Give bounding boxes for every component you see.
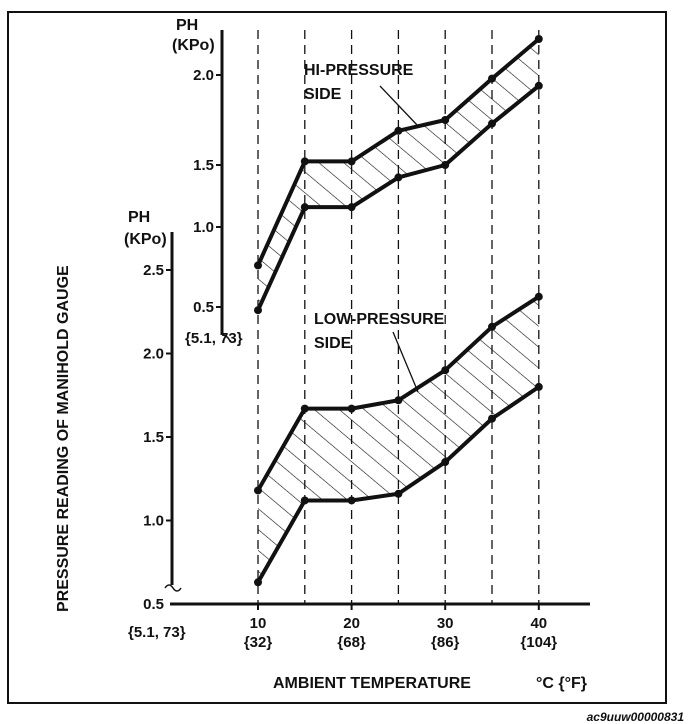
hi-data-point (254, 306, 262, 315)
figure-id: ac9uuw00000831 (587, 710, 685, 724)
low-data-point (394, 489, 403, 498)
low-y-tick-label: 0.5 (143, 596, 164, 613)
x-tick-label-fahrenheit: {104} (520, 634, 557, 651)
hi-pressure-label-2: SIDE (304, 86, 342, 103)
hi-pressure-label-1: HI-PRESSURE (304, 62, 414, 79)
hi-data-point (347, 157, 356, 166)
hi-data-point (300, 157, 309, 166)
low-data-point (488, 322, 496, 331)
low-axis-break (164, 584, 182, 592)
low-y-tick-label: 2.5 (143, 262, 164, 279)
low-pressure-band (258, 296, 539, 583)
low-y-origin-label: {5.1, 73} (128, 624, 186, 641)
low-data-point (254, 486, 262, 495)
hi-data-point (534, 35, 543, 43)
low-pressure-label-2: SIDE (314, 335, 352, 352)
low-y-tick-label: 1.0 (143, 513, 164, 530)
hi-data-point (534, 81, 543, 90)
hi-data-point (394, 126, 403, 135)
low-data-point (347, 404, 356, 413)
hi-ylabel-unit-1: PH (176, 17, 198, 34)
hi-data-point (254, 261, 262, 270)
hi-data-point (488, 74, 496, 83)
hi-data-point (300, 203, 309, 212)
hi-data-point (488, 119, 496, 128)
x-tick-label-celsius: 20 (343, 615, 360, 632)
hi-pressure-leader (379, 85, 419, 127)
x-tick-label-fahrenheit: {68} (337, 634, 366, 651)
x-axis-title: AMBIENT TEMPERATURE (273, 675, 471, 692)
figure-frame (7, 11, 667, 704)
low-data-point (441, 458, 450, 467)
hi-ylabel-unit-2: (KPo) (172, 37, 215, 54)
hi-data-point (347, 203, 356, 212)
low-ylabel-unit-1: PH (128, 209, 150, 226)
hi-data-point (441, 116, 450, 124)
low-data-point (441, 366, 450, 375)
x-tick-label-fahrenheit: {32} (244, 634, 273, 651)
hi-data-point (394, 173, 403, 182)
hi-axis-break (221, 334, 231, 342)
low-data-point (394, 396, 403, 405)
low-data-point (347, 496, 356, 505)
low-y-tick-label: 2.0 (143, 346, 164, 363)
hi-y-tick-label: 1.0 (193, 219, 214, 236)
low-pressure-leader (392, 331, 419, 393)
hi-y-origin-label: {5.1, 73} (185, 330, 243, 347)
hi-y-tick-label: 0.5 (193, 299, 214, 316)
low-data-point (300, 496, 309, 505)
low-ylabel-unit-2: (KPo) (124, 231, 167, 248)
x-tick-label-celsius: 40 (530, 615, 547, 632)
x-tick-label-fahrenheit: {86} (431, 634, 460, 651)
low-data-point (254, 578, 262, 587)
hi-data-point (441, 161, 450, 169)
y-axis-title: PRESSURE READING OF MANIHOLD GAUGE (55, 265, 72, 612)
low-y-tick-label: 1.5 (143, 429, 164, 446)
hi-y-tick-label: 2.0 (193, 67, 214, 84)
low-data-point (534, 292, 543, 301)
x-tick-label-celsius: 30 (437, 615, 454, 632)
hi-y-tick-label: 1.5 (193, 157, 214, 174)
x-axis-unit: °C {°F} (536, 675, 587, 692)
x-tick-label-celsius: 10 (250, 615, 267, 632)
low-data-point (534, 382, 543, 391)
low-pressure-label-1: LOW-PRESSURE (314, 311, 445, 328)
low-data-point (488, 414, 496, 423)
low-data-point (300, 404, 309, 413)
